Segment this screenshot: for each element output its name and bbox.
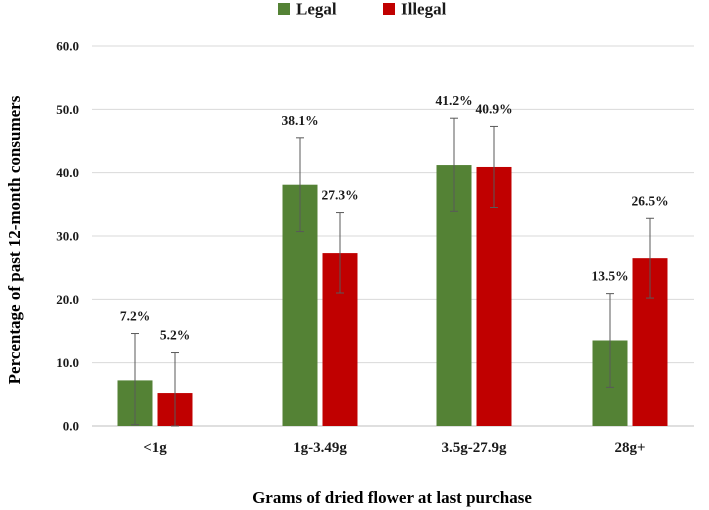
x-category-label: 3.5g-27.9g [442,440,507,456]
error-bar [131,333,139,426]
y-tick-label: 40.0 [56,165,79,180]
error-bar [296,137,304,233]
bar-illegal-2 [476,166,512,426]
error-bar [606,293,614,388]
data-labels: 7.2% 38.1% 41.2% 13.5% 5.2% 27.3% 40.9% 26.5% [120,93,669,342]
data-label: 5.2% [160,328,190,343]
legend-item-legal: Legal [278,0,337,19]
x-category-label: 1g-3.49g [293,440,347,456]
x-category-label: <1g [143,440,167,456]
legend-item-illegal: Illegal [383,0,447,19]
data-label: 27.3% [321,188,358,203]
y-axis-title: Percentage of past 12-month consumers [5,95,24,384]
x-category-label: 28g+ [614,440,645,456]
gridlines [92,45,694,427]
legend-swatch [278,3,290,15]
data-label: 38.1% [281,113,318,128]
legend-label: Illegal [401,0,447,19]
y-tick-label: 50.0 [56,102,79,117]
error-bar [490,125,498,208]
y-tick-label: 10.0 [56,355,79,370]
error-bars [131,117,654,427]
legend-swatch [383,3,395,15]
error-bar [171,352,179,427]
error-bar [450,117,458,212]
data-label: 41.2% [435,93,472,108]
x-axis-title: Grams of dried flower at last purchase [252,488,532,507]
legend: Legal Illegal [278,0,447,19]
y-tick-label: 0.0 [63,419,79,434]
legend-label: Legal [296,0,337,19]
x-axis-categories: <1g 1g-3.49g 3.5g-27.9g 28g+ [143,440,645,456]
y-axis-ticks: 0.0 10.0 20.0 30.0 40.0 50.0 60.0 [56,39,79,434]
error-bar [646,217,654,299]
error-bar [336,212,344,294]
y-tick-label: 20.0 [56,292,79,307]
data-label: 13.5% [591,269,628,284]
y-tick-label: 60.0 [56,39,79,54]
y-tick-label: 30.0 [56,229,79,244]
data-label: 26.5% [631,193,668,208]
bars [117,165,668,427]
data-label: 7.2% [120,309,150,324]
data-label: 40.9% [475,101,512,116]
